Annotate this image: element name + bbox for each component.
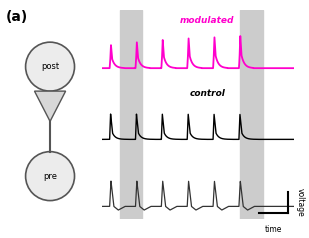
Bar [120,10,142,219]
Text: post: post [41,62,59,71]
Text: voltage: voltage [295,188,304,217]
Text: control: control [189,89,225,98]
Bar [240,10,263,219]
Polygon shape [35,91,66,121]
Text: pre: pre [43,172,57,181]
Ellipse shape [26,152,74,201]
Ellipse shape [26,42,74,91]
Text: time: time [265,225,282,234]
Text: (a): (a) [6,10,28,24]
Text: modulated: modulated [180,16,235,25]
